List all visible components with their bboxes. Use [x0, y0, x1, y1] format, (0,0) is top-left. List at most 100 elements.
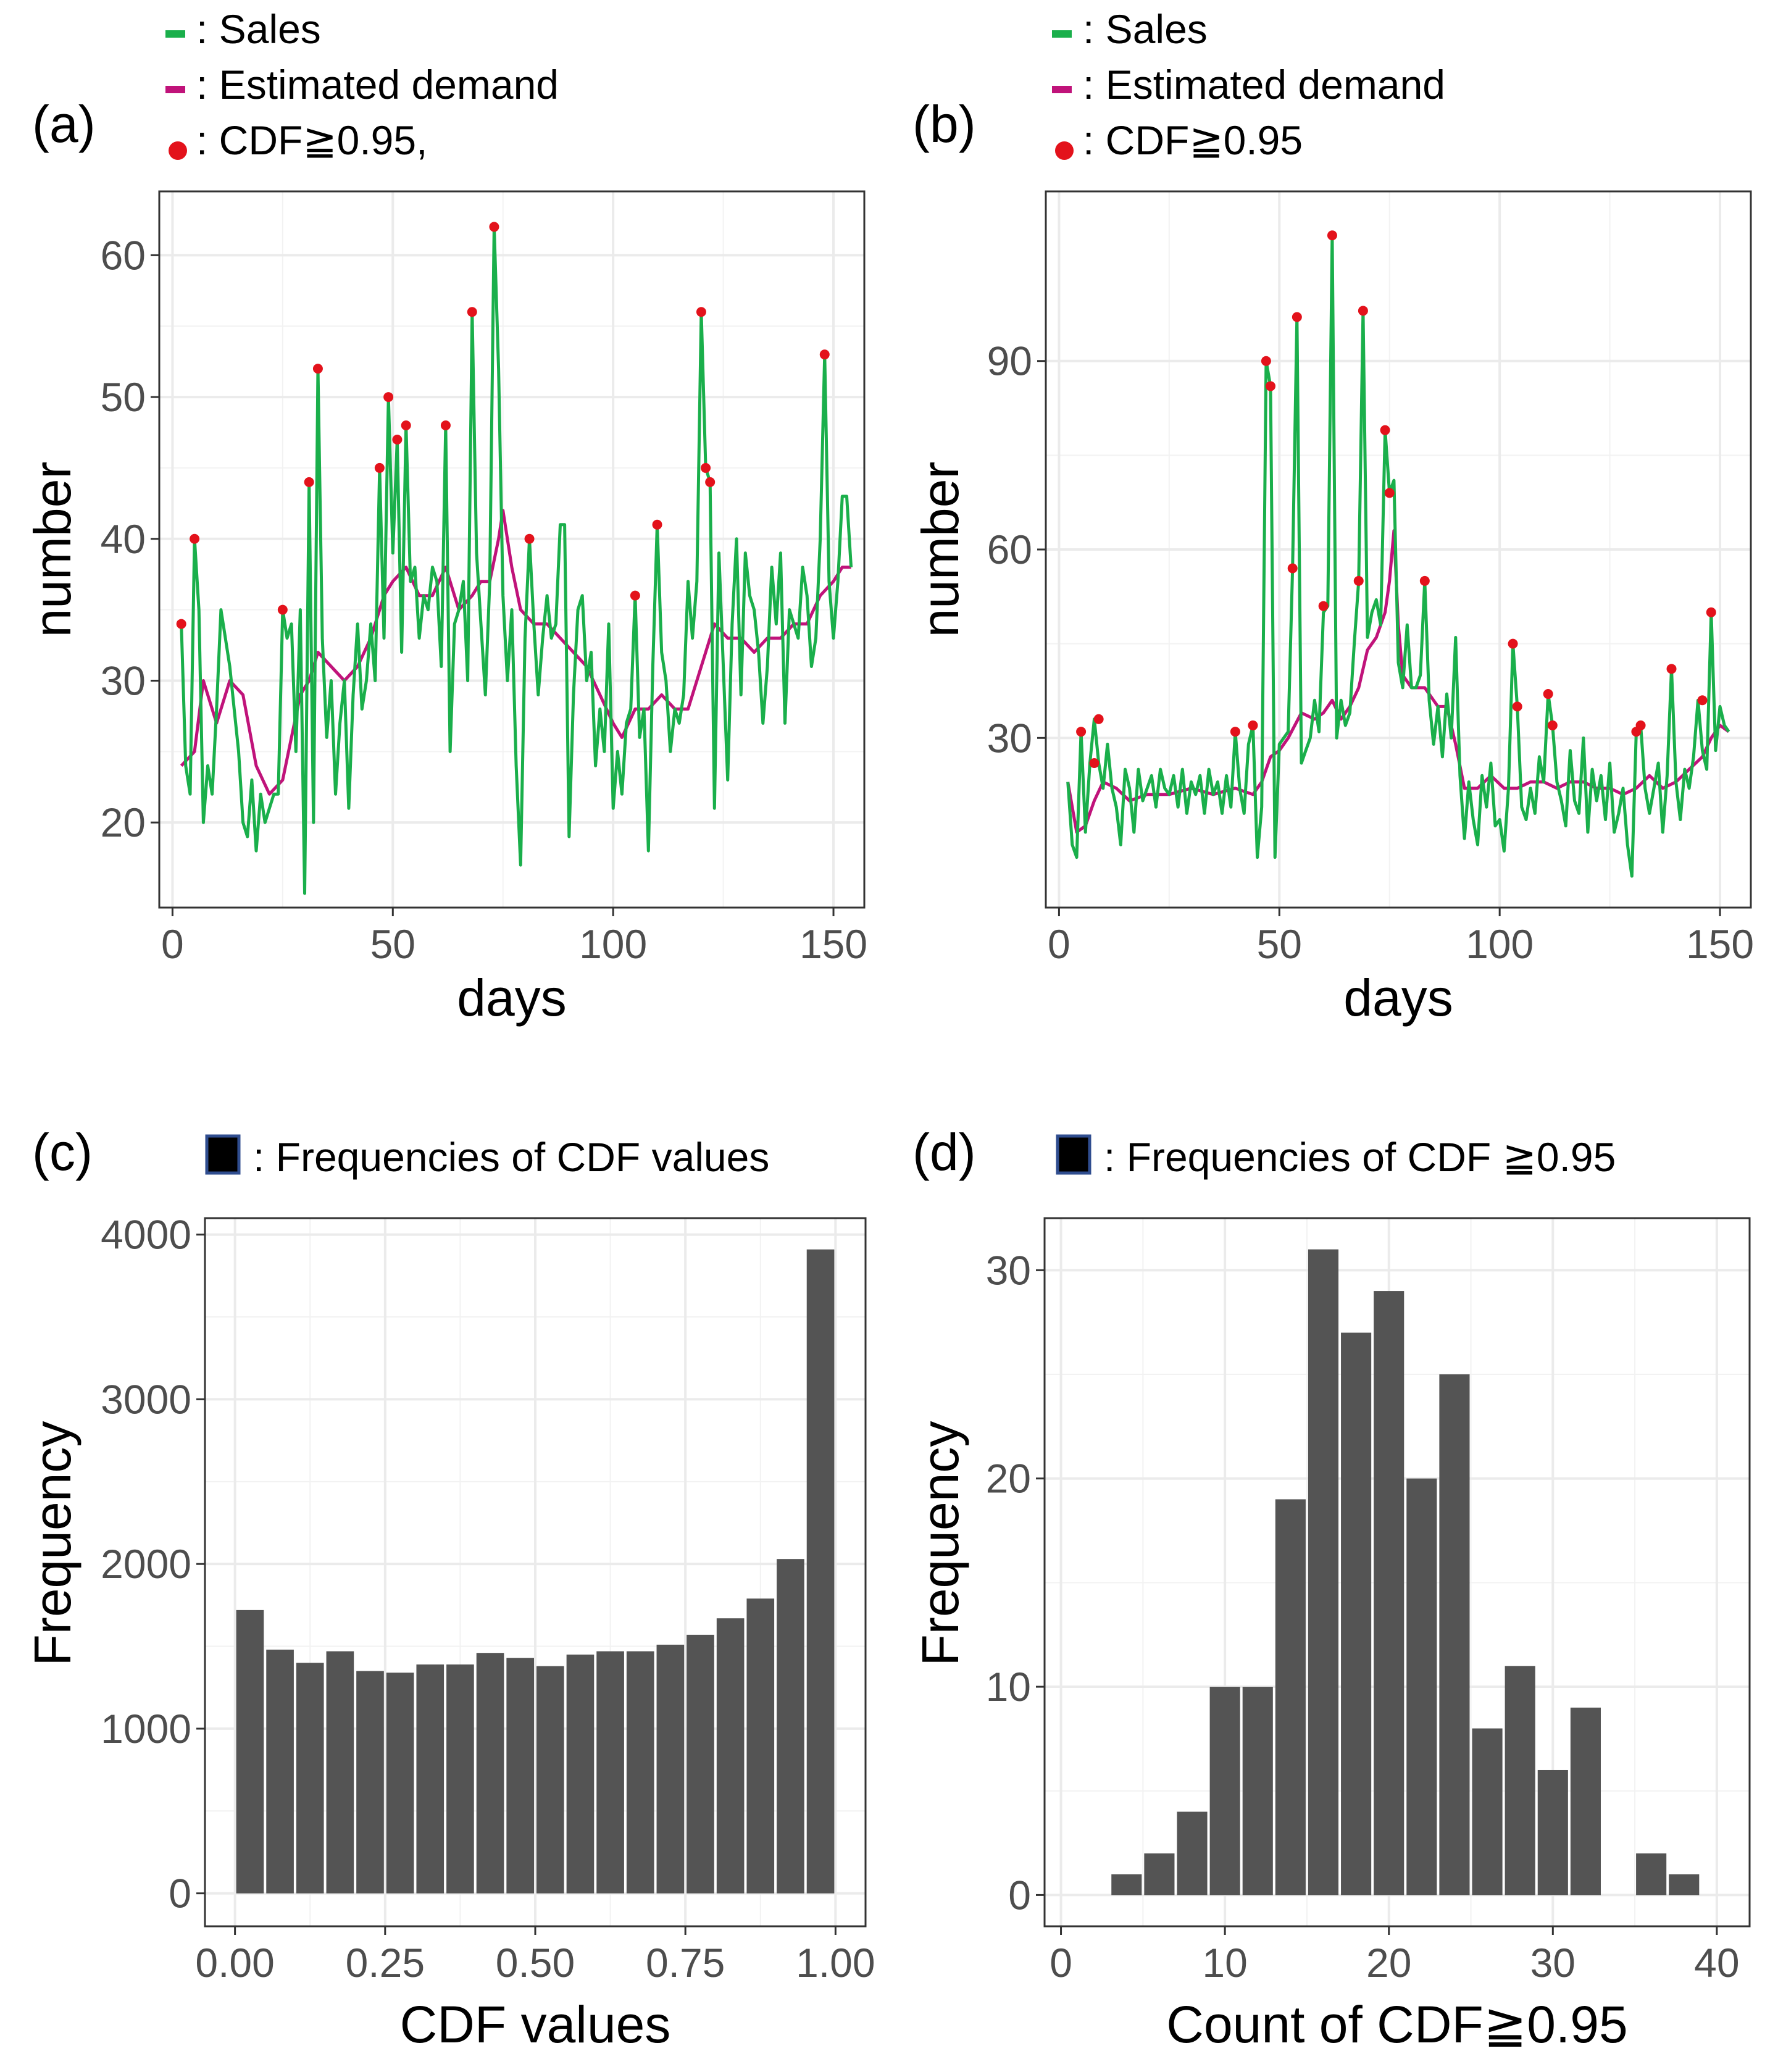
- y-tick-label: 20: [986, 1456, 1031, 1502]
- cdf-point-legend-icon: [1055, 141, 1074, 160]
- cdf-point: [1508, 638, 1518, 649]
- cdf-point: [467, 307, 477, 317]
- panel-a-label: (a): [32, 95, 96, 153]
- cdf-point: [489, 222, 499, 232]
- panel-d-border: [1043, 1217, 1751, 1928]
- y-tick-label: 10: [986, 1664, 1031, 1710]
- panel-a-y-axis-label: number: [23, 462, 81, 638]
- cdf-point: [401, 420, 411, 431]
- bar-legend-icon: [1056, 1134, 1091, 1175]
- y-tick-label: 0: [169, 1871, 191, 1916]
- legend-sales-label: : Sales: [196, 6, 321, 52]
- panel-a: (a) : Sales : Estimated demand : CDF≧0.9…: [23, 6, 867, 1027]
- panel-d-legend: : Frequencies of CDF ≧0.95: [1056, 1134, 1616, 1180]
- cdf-point: [1380, 425, 1390, 435]
- histogram-bar: [746, 1598, 775, 1894]
- histogram-bar: [1439, 1374, 1470, 1895]
- histogram-bar: [356, 1671, 384, 1894]
- y-tick-label: 1000: [101, 1706, 191, 1752]
- histogram-bar: [1308, 1249, 1339, 1895]
- y-tick-label: 40: [101, 516, 146, 562]
- cdf-point: [277, 604, 288, 615]
- panel-a-x-axis-label: days: [457, 969, 566, 1027]
- histogram-bar: [506, 1658, 534, 1894]
- legend-cdf-label: : CDF≧0.95: [1083, 117, 1303, 163]
- x-tick-label: 150: [1686, 921, 1754, 967]
- y-tick-label: 20: [101, 800, 146, 845]
- y-tick-label: 60: [987, 527, 1032, 572]
- histogram-bar: [1209, 1687, 1240, 1895]
- cdf-point: [1419, 575, 1430, 586]
- histogram-bar: [1636, 1853, 1667, 1895]
- cdf-point: [652, 519, 662, 530]
- x-tick-label: 40: [1694, 1940, 1739, 1986]
- cdf-point: [701, 462, 711, 473]
- panel-b: (b) : Sales : Estimated demand : CDF≧0.9…: [911, 6, 1754, 1027]
- histogram-bar: [1406, 1478, 1437, 1895]
- cdf-point: [1512, 701, 1522, 712]
- cdf-point: [176, 619, 186, 629]
- demand-legend-icon: [165, 86, 185, 93]
- histogram-bar: [296, 1663, 324, 1894]
- histogram-bar: [236, 1610, 264, 1894]
- panel-a-legend: : Sales : Estimated demand : CDF≧0.95,: [165, 6, 559, 163]
- x-tick-label: 1.00: [796, 1940, 875, 1986]
- legend-demand-label: : Estimated demand: [1083, 62, 1445, 107]
- y-tick-label: 0: [1008, 1872, 1031, 1918]
- panel-c: (c) : Frequencies of CDF values 0.00 0.25…: [23, 1123, 875, 2053]
- panel-d-plot: [1111, 1249, 1700, 1895]
- y-tick-label: 30: [987, 715, 1032, 761]
- histogram-bar: [656, 1644, 685, 1894]
- histogram-bar: [326, 1651, 354, 1894]
- panel-b-legend: : Sales : Estimated demand : CDF≧0.95: [1052, 6, 1445, 163]
- cdf-point: [1093, 714, 1104, 724]
- y-tick-label: 50: [101, 374, 146, 420]
- panel-c-label: (c): [32, 1123, 93, 1181]
- cdf-point: [1697, 695, 1708, 706]
- y-tick-label: 60: [101, 232, 146, 278]
- x-tick-label: 0: [1050, 1940, 1072, 1986]
- histogram-bar: [536, 1666, 564, 1894]
- cdf-point: [1292, 312, 1302, 322]
- cdf-point: [1635, 720, 1646, 730]
- panel-d-x-axis-label: Count of CDF≧0.95: [1166, 1995, 1627, 2053]
- cdf-point: [1089, 758, 1100, 768]
- y-tick-label: 30: [986, 1247, 1031, 1293]
- sales-line: [1066, 233, 1730, 878]
- y-tick-label: 90: [987, 338, 1032, 384]
- panel-d-y-axis-label: Frequency: [911, 1421, 969, 1666]
- legend-sales-label: : Sales: [1083, 6, 1208, 52]
- cdf-point: [1327, 230, 1337, 241]
- sales-legend-icon: [165, 30, 185, 38]
- x-tick-label: 0: [161, 921, 184, 967]
- cdf-point: [705, 477, 716, 487]
- cdf-point: [312, 364, 323, 374]
- cdf-point: [1358, 306, 1368, 316]
- cdf-point: [1230, 727, 1240, 737]
- cdf-point: [1547, 720, 1558, 730]
- histogram-bar: [1669, 1874, 1700, 1895]
- histogram-bar: [626, 1651, 654, 1894]
- cdf-point: [190, 533, 200, 544]
- panel-b-ticks: 0 50 100 150 30 60 90: [987, 338, 1755, 967]
- x-tick-label: 0.75: [646, 1940, 725, 1986]
- histogram-bar: [806, 1249, 835, 1894]
- cdf-point: [630, 590, 640, 601]
- panel-d-ticks: 0 10 20 30 40 0 10 20 30: [986, 1247, 1740, 1986]
- y-tick-label: 3000: [101, 1376, 191, 1422]
- histogram-bar: [266, 1649, 294, 1894]
- histogram-bar: [687, 1634, 714, 1894]
- panel-c-plot: [236, 1249, 835, 1894]
- histogram-bar: [1144, 1853, 1175, 1895]
- demand-legend-icon: [1052, 86, 1072, 93]
- bar-legend-icon: [205, 1134, 241, 1175]
- histogram-bar: [1177, 1811, 1208, 1895]
- panel-a-grid: [159, 191, 864, 908]
- histogram-bar: [1505, 1666, 1535, 1895]
- histogram-bar: [1341, 1332, 1372, 1895]
- cdf-point: [1543, 689, 1553, 700]
- histogram-bar: [716, 1618, 745, 1894]
- x-tick-label: 50: [370, 921, 415, 967]
- cdf-point: [1384, 488, 1395, 498]
- histogram-bar: [1472, 1728, 1503, 1895]
